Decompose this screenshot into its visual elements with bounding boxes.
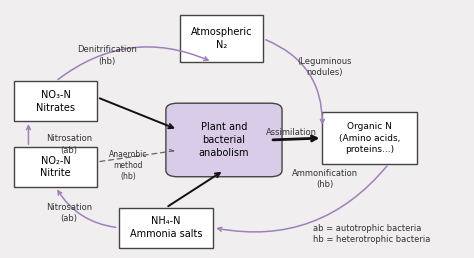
Text: Nitrosation
(ab): Nitrosation (ab) [46, 134, 92, 155]
Text: NH₄-N
Ammonia salts: NH₄-N Ammonia salts [130, 216, 202, 239]
Text: Atmospheric
N₂: Atmospheric N₂ [191, 27, 252, 50]
Text: (Leguminous
nodules): (Leguminous nodules) [298, 57, 352, 77]
Text: Ammonification
(hb): Ammonification (hb) [292, 169, 358, 189]
Text: Nitrosation
(ab): Nitrosation (ab) [46, 203, 92, 223]
FancyBboxPatch shape [180, 15, 263, 62]
Text: Organic N
(Amino acids,
proteins...): Organic N (Amino acids, proteins...) [339, 122, 401, 154]
FancyBboxPatch shape [14, 81, 97, 121]
FancyArrowPatch shape [27, 126, 30, 144]
FancyArrowPatch shape [58, 191, 116, 227]
FancyBboxPatch shape [118, 208, 213, 248]
FancyArrowPatch shape [218, 166, 387, 232]
FancyBboxPatch shape [166, 103, 282, 177]
Text: Anaerobic
method
(hb): Anaerobic method (hb) [109, 150, 147, 181]
Text: hb = heterotrophic bacteria: hb = heterotrophic bacteria [313, 236, 430, 244]
FancyArrowPatch shape [100, 149, 173, 162]
Text: NO₃-N
Nitrates: NO₃-N Nitrates [36, 90, 75, 113]
Text: Denitrification
(hb): Denitrification (hb) [77, 45, 137, 66]
Text: Assimilation: Assimilation [266, 128, 317, 137]
FancyArrowPatch shape [273, 136, 317, 141]
FancyBboxPatch shape [14, 147, 97, 187]
FancyArrowPatch shape [168, 173, 220, 206]
FancyArrowPatch shape [265, 40, 324, 123]
Text: ab = autotrophic bacteria: ab = autotrophic bacteria [313, 224, 421, 233]
FancyArrowPatch shape [100, 98, 173, 128]
FancyBboxPatch shape [322, 112, 417, 164]
FancyArrowPatch shape [58, 47, 208, 79]
Text: NO₂-N
Nitrite: NO₂-N Nitrite [40, 156, 71, 179]
Text: Plant and
bacterial
anabolism: Plant and bacterial anabolism [199, 122, 249, 158]
